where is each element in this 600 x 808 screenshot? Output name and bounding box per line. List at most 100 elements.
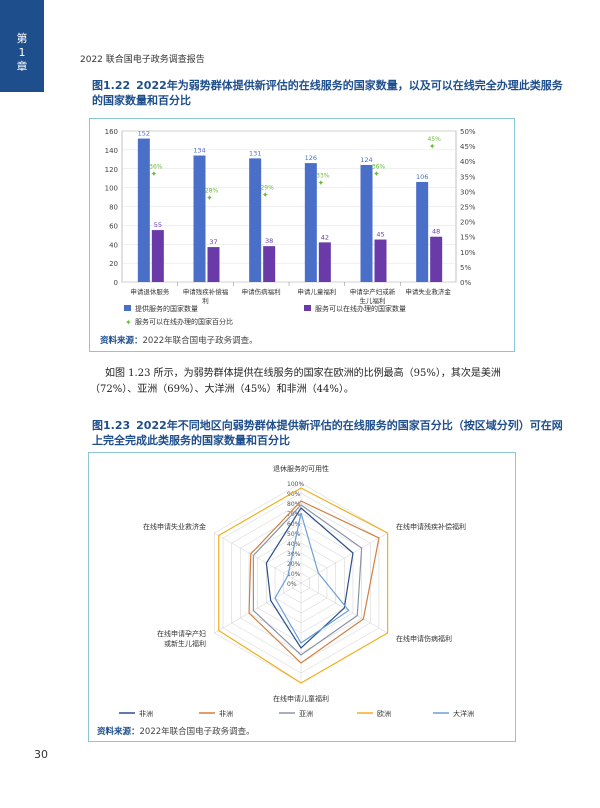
y2-tick-label: 45% <box>460 143 476 151</box>
y-tick-label: 120 <box>105 166 118 174</box>
bar-online-label: 48 <box>432 228 440 236</box>
pct-marker: ✦ <box>429 142 436 151</box>
radar-axis-label: 在线申请伤病福利 <box>396 634 452 643</box>
running-head: 2022 联合国电子政务调查报告 <box>80 55 205 65</box>
bar-services-label: 134 <box>193 147 205 155</box>
radar-spoke <box>214 532 302 584</box>
y-tick-label: 0 <box>114 279 118 287</box>
bar-services <box>137 138 150 282</box>
radar-ring-label: 20% <box>287 561 301 568</box>
fig122-bar-chart: 0 20 40 60 80 100 120 140 160 0% 5% 10% 15% 20% 25% 30%… <box>105 128 476 327</box>
radar-ring-label: 50% <box>287 531 301 538</box>
bar-services-label: 131 <box>249 149 261 157</box>
y2-tick-label: 30% <box>460 188 476 196</box>
x-category-label: 利 <box>202 296 209 305</box>
y2-tick-label: 5% <box>460 264 471 272</box>
fig122-source-label: 资料来源： <box>100 336 143 346</box>
legend-swatch-pct: ✦ <box>125 318 132 327</box>
pct-label: 36% <box>149 163 163 170</box>
pct-label: 28% <box>205 187 219 194</box>
bar-services <box>360 164 373 282</box>
pct-label: 45% <box>427 136 441 143</box>
pct-label: 33% <box>316 172 330 179</box>
chapter-tab-line3: 章 <box>16 60 28 73</box>
chapter-tab: 第 1 章 <box>0 0 44 92</box>
pct-marker: ✦ <box>262 190 269 199</box>
radar-axis-label: 在线申请儿童福利 <box>273 694 329 703</box>
page-number: 30 <box>34 748 48 761</box>
radar-axis-label: 退休服务的可用性 <box>273 464 329 473</box>
radar-legend-label: 欧洲 <box>377 709 391 718</box>
x-category-label: 申请退休服务 <box>130 287 170 296</box>
fig122-number: 图1.22 <box>92 79 131 92</box>
fig122-panel: 0 20 40 60 80 100 120 140 160 0% 5% 10% 15% 20% 25% 30%… <box>89 118 515 352</box>
radar-series-line <box>265 507 354 649</box>
bar-services-label: 152 <box>138 130 150 138</box>
bar-services-label: 106 <box>416 173 428 181</box>
x-category-label: 申请儿童福利 <box>297 287 336 296</box>
fig122-title: 图1.22 2022年为弱势群体提供新评估的在线服务的国家数量，以及可以在线完全办… <box>92 78 563 108</box>
radar-series-line <box>218 487 389 684</box>
y2-tick-label: 0% <box>460 279 471 287</box>
pct-marker: ✦ <box>373 169 380 178</box>
bar-online <box>430 236 443 282</box>
radar-axis-label: 在线申请残疾补偿福利 <box>396 522 466 531</box>
pct-marker: ✦ <box>206 193 213 202</box>
radar-axis-label: 或新生儿福利 <box>164 639 206 648</box>
fig123-panel: 100% 90% 80% 70% 60% 50% 40% 30% 20% 10% 0% 退休服务的可用… <box>88 452 516 742</box>
fig122-title-line2: 的国家数量和百分比 <box>92 94 191 107</box>
radar-legend-label: 非洲 <box>219 709 233 718</box>
fig123-title-line1: 2022年不同地区向弱势群体提供新评估的在线服务的国家百分比（按区域分列）可在网 <box>136 419 563 432</box>
radar-ring-label: 100% <box>287 481 304 488</box>
radar-series-line <box>248 500 380 664</box>
radar-ring-label: 90% <box>287 491 301 498</box>
y-tick-label: 40 <box>109 241 118 249</box>
radar-ring-label: 80% <box>287 501 301 508</box>
bar-services-label: 126 <box>305 154 317 162</box>
fig123-source-label: 资料来源： <box>97 727 140 737</box>
fig123-number: 图1.23 <box>92 419 131 432</box>
radar-ring-label: 70% <box>287 511 301 518</box>
pct-label: 36% <box>372 163 386 170</box>
bar-online <box>263 246 276 282</box>
x-category-label: 生儿福利 <box>360 296 386 305</box>
y-tick-label: 100 <box>105 185 118 193</box>
y2-tick-label: 20% <box>460 219 476 227</box>
body-paragraph: 如图 1.23 所示，为弱势群体提供在线服务的国家在欧洲的比例最高（95%），其… <box>90 368 501 395</box>
y2-tick-label: 10% <box>460 249 476 257</box>
legend-pct: 服务可以在线办理的国家百分比 <box>135 317 233 326</box>
bar-services <box>304 163 317 282</box>
x-category-label: 申请孕产妇或新 <box>350 287 396 296</box>
radar-axis-label: 在线申请失业救济金 <box>143 522 206 531</box>
fig123-source: 资料来源：2022年联合国电子政务调查。 <box>97 725 255 737</box>
y-tick-label: 160 <box>105 128 118 136</box>
bar-services <box>193 155 206 282</box>
y2-tick-label: 50% <box>460 128 476 136</box>
chapter-tab-line1: 第 <box>16 32 28 45</box>
bar-online <box>207 247 220 282</box>
bar-services-label: 124 <box>360 156 372 164</box>
x-category-label: 申请失业救济金 <box>405 287 451 296</box>
radar-axis-label: 在线申请孕产妇 <box>157 629 206 638</box>
y2-tick-label: 25% <box>460 204 476 212</box>
bar-online <box>374 239 387 282</box>
bar-online-label: 38 <box>265 237 273 245</box>
bar-online <box>318 242 331 282</box>
fig123-source-text: 2022年联合国电子政务调查。 <box>139 727 255 737</box>
radar-legend-label: 亚洲 <box>299 710 313 718</box>
bar-services <box>416 181 429 282</box>
bar-online-label: 37 <box>209 238 217 246</box>
x-category-label: 申请伤病福利 <box>242 287 281 296</box>
fig123-title-line2: 上完全完成此类服务的国家数量和百分比 <box>92 434 290 447</box>
fig122-title-line1: 2022年为弱势群体提供新评估的在线服务的国家数量，以及可以在线完全办理此类服务 <box>136 79 563 92</box>
radar-spoke <box>300 532 388 584</box>
legend-online: 服务可以在线办理的国家数量 <box>315 304 406 313</box>
radar-ring-label: 60% <box>287 521 301 528</box>
fig123-radar-chart: 100% 90% 80% 70% 60% 50% 40% 30% 20% 10% 0% 退休服务的可用… <box>119 464 474 718</box>
y-tick-label: 140 <box>105 147 118 155</box>
fig123-title: 图1.23 2022年不同地区向弱势群体提供新评估的在线服务的国家百分比（按区域分… <box>92 418 563 448</box>
radar-ring-label: 10% <box>287 571 301 578</box>
radar-series-line <box>252 504 363 656</box>
radar-series-line <box>274 512 350 644</box>
radar-ring-label: 40% <box>287 541 301 548</box>
